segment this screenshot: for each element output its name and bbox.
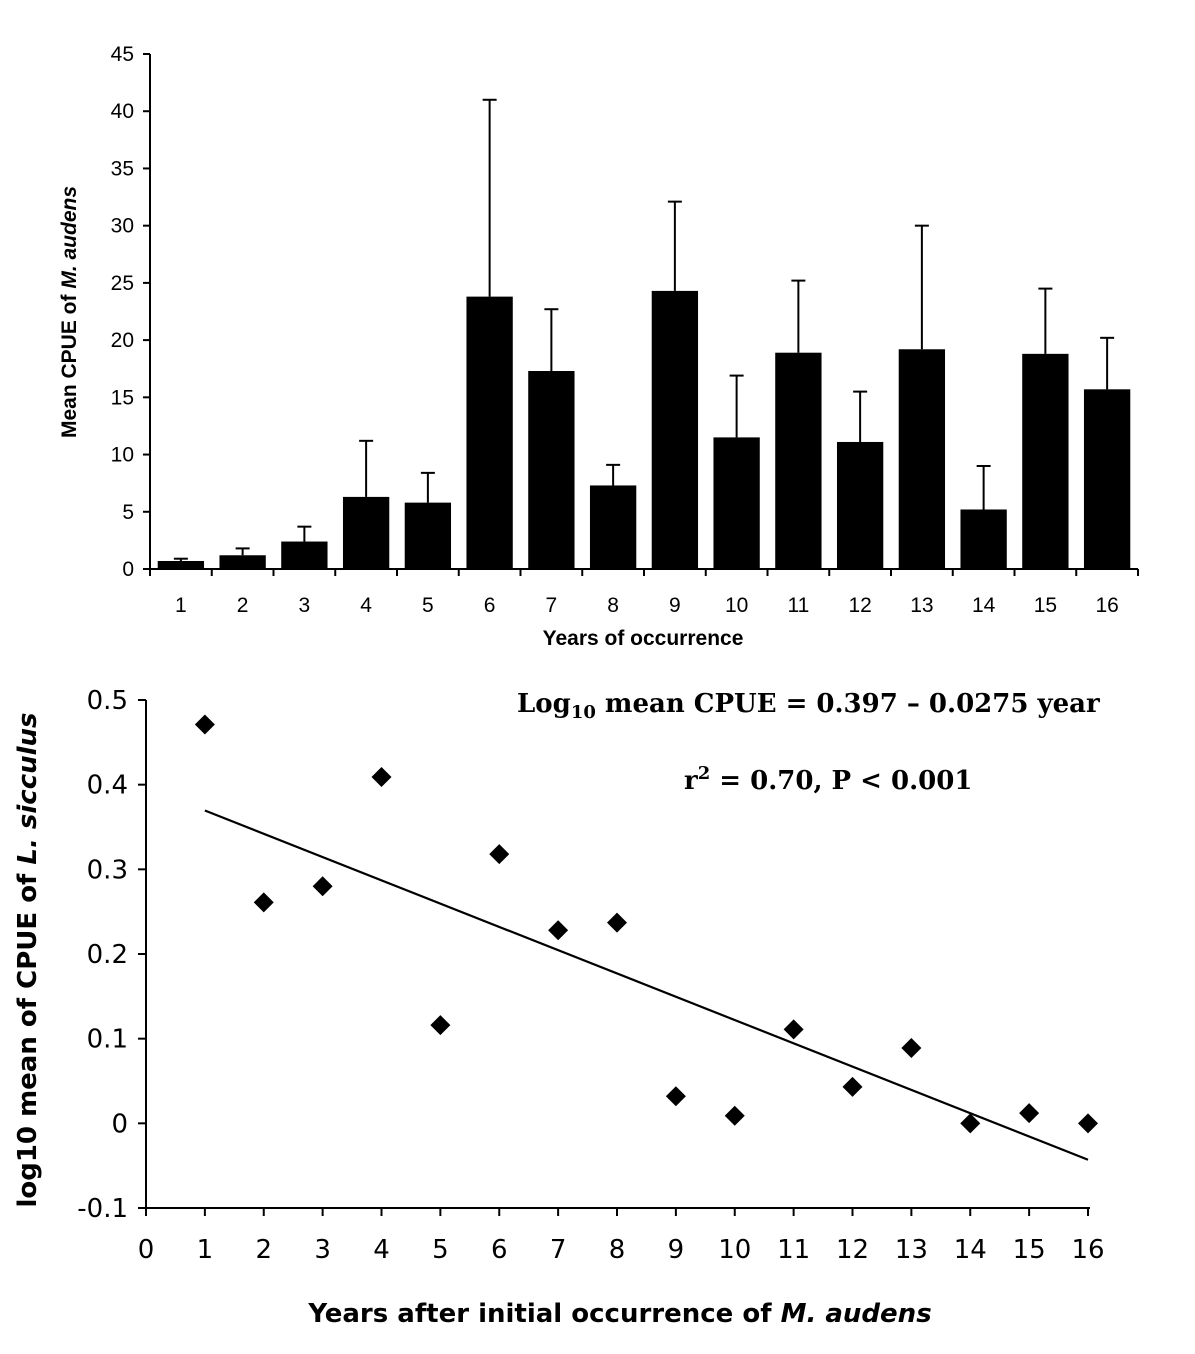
x-tick-label: 4 bbox=[360, 594, 372, 617]
y-tick-label: 5 bbox=[122, 501, 134, 524]
x-tick-label: 14 bbox=[954, 1235, 987, 1265]
data-point bbox=[665, 1086, 686, 1107]
x-tick-label: 5 bbox=[432, 1235, 449, 1265]
x-tick-label: 2 bbox=[237, 594, 249, 617]
x-tick-label: 16 bbox=[1095, 594, 1118, 617]
data-point bbox=[430, 1015, 451, 1036]
data-point bbox=[960, 1113, 981, 1134]
x-tick-label: 14 bbox=[972, 594, 996, 617]
bar bbox=[1083, 389, 1131, 569]
y-tick-label: 30 bbox=[111, 215, 134, 238]
x-tick-label: 9 bbox=[669, 594, 681, 617]
x-tick-label: 15 bbox=[1034, 594, 1057, 617]
x-tick-label: 8 bbox=[607, 594, 619, 617]
bar bbox=[1022, 353, 1069, 569]
y-axis-label: Mean CPUE of M. audens bbox=[58, 186, 81, 438]
bar bbox=[651, 290, 699, 569]
x-tick-label: 13 bbox=[895, 1235, 928, 1265]
bar bbox=[157, 560, 205, 569]
x-tick-label: 15 bbox=[1013, 1235, 1046, 1265]
y-tick-label: 20 bbox=[111, 329, 134, 352]
bar bbox=[466, 296, 513, 569]
data-point bbox=[312, 876, 333, 897]
x-tick-label: 4 bbox=[373, 1235, 390, 1265]
x-tick-label: 0 bbox=[138, 1235, 155, 1265]
bar bbox=[528, 371, 575, 569]
x-tick-label: 7 bbox=[546, 594, 558, 617]
data-point bbox=[194, 714, 215, 735]
x-tick-label: 6 bbox=[491, 1235, 508, 1265]
x-tick-label: 11 bbox=[777, 1235, 810, 1265]
y-tick-label: 25 bbox=[111, 272, 134, 295]
x-axis-label: Years of occurrence bbox=[543, 627, 744, 650]
y-tick-label: 0.5 bbox=[87, 686, 128, 716]
regression-equation: Log10 mean CPUE = 0.397 – 0.0275 year bbox=[517, 689, 1100, 723]
data-point bbox=[1019, 1103, 1040, 1124]
x-tick-label: 16 bbox=[1071, 1235, 1104, 1265]
y-tick-label: 10 bbox=[111, 444, 134, 467]
data-point bbox=[783, 1019, 804, 1040]
y-axis-label: log10 mean of CPUE of L. sicculus bbox=[13, 712, 43, 1207]
bar bbox=[342, 496, 390, 569]
regression-stats: r2 = 0.70, P < 0.001 bbox=[684, 763, 972, 796]
x-tick-label: 7 bbox=[550, 1235, 567, 1265]
data-point bbox=[842, 1076, 863, 1097]
y-tick-label: 15 bbox=[111, 386, 134, 409]
y-tick-label: 35 bbox=[111, 157, 134, 180]
x-tick-label: 12 bbox=[836, 1235, 869, 1265]
x-tick-label: 11 bbox=[787, 594, 809, 617]
data-point bbox=[607, 912, 627, 933]
data-point bbox=[901, 1037, 922, 1058]
x-tick-label: 10 bbox=[725, 594, 748, 617]
data-point bbox=[1078, 1113, 1098, 1134]
y-tick-label: -0.1 bbox=[77, 1194, 128, 1224]
x-tick-label: 5 bbox=[422, 594, 434, 617]
x-tick-label: 1 bbox=[175, 594, 187, 617]
x-axis-label: Years after initial occurrence of M. aud… bbox=[307, 1299, 931, 1329]
x-tick-label: 1 bbox=[197, 1235, 214, 1265]
x-tick-label: 13 bbox=[910, 594, 933, 617]
x-tick-label: 3 bbox=[299, 594, 311, 617]
data-point bbox=[371, 767, 392, 788]
bar bbox=[404, 502, 452, 569]
data-point bbox=[253, 892, 274, 913]
bar bbox=[713, 437, 760, 569]
x-tick-label: 10 bbox=[718, 1235, 751, 1265]
x-tick-label: 12 bbox=[848, 594, 871, 617]
x-tick-label: 3 bbox=[314, 1235, 331, 1265]
data-point bbox=[548, 920, 569, 941]
x-tick-label: 2 bbox=[255, 1235, 272, 1265]
x-tick-label: 9 bbox=[668, 1235, 685, 1265]
bar bbox=[836, 441, 884, 569]
data-point bbox=[489, 844, 510, 865]
x-tick-label: 8 bbox=[609, 1235, 626, 1265]
bar bbox=[898, 349, 946, 569]
y-tick-label: 0.2 bbox=[87, 940, 128, 970]
data-point bbox=[724, 1105, 745, 1126]
bar bbox=[775, 352, 822, 569]
bar bbox=[219, 555, 266, 569]
y-tick-label: 0.1 bbox=[87, 1025, 128, 1055]
y-tick-label: 40 bbox=[111, 100, 134, 123]
y-tick-label: 0 bbox=[111, 1109, 128, 1139]
y-tick-label: 0 bbox=[122, 558, 134, 581]
scatter-chart: -0.100.10.20.30.40.5 0 1 2 3 4 5 6 7 8 9 10 11 12 13 1… bbox=[13, 686, 1105, 1329]
x-tick-label: 6 bbox=[484, 594, 496, 617]
bar bbox=[960, 509, 1007, 569]
bar bbox=[281, 541, 328, 569]
bar bbox=[589, 485, 637, 569]
regression-line bbox=[204, 809, 1089, 1161]
y-tick-label: 0.3 bbox=[87, 855, 128, 885]
y-tick-label: 0.4 bbox=[87, 771, 128, 801]
y-tick-label: 45 bbox=[111, 43, 134, 66]
